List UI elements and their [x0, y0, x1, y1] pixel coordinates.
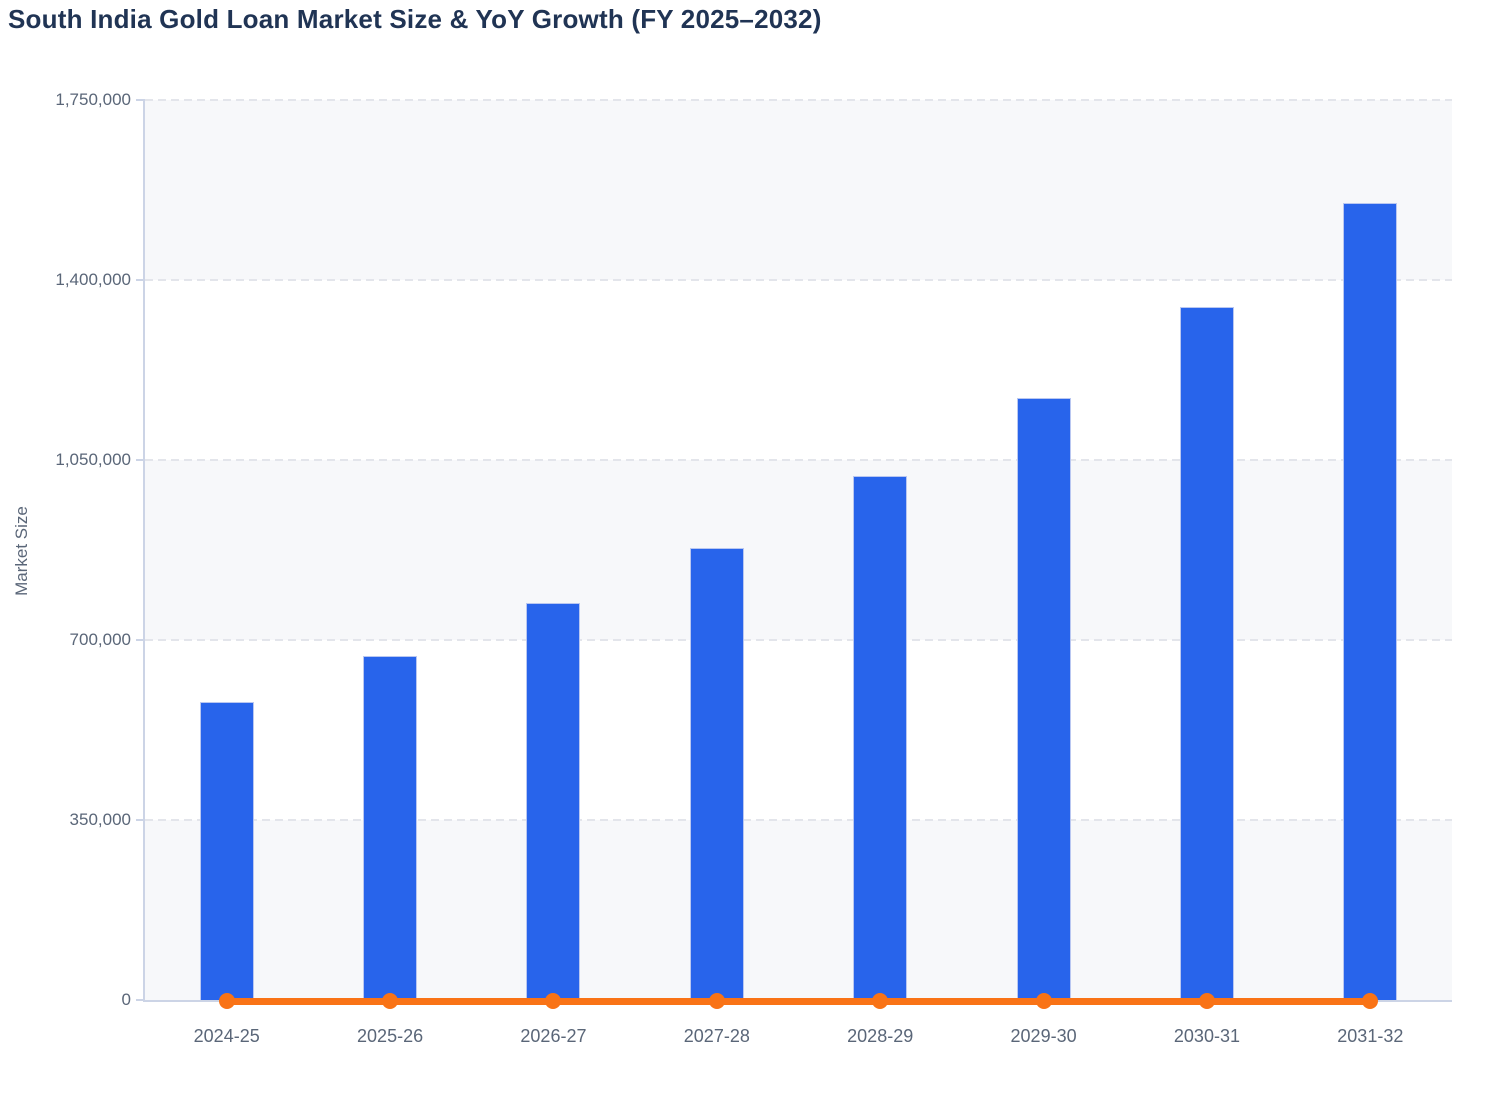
- gridline: [145, 459, 1452, 461]
- y-axis-tick: [136, 459, 145, 461]
- plot-band: [145, 640, 1452, 820]
- plot-band: [145, 820, 1452, 1000]
- y-tick-label: 700,000: [69, 630, 131, 649]
- yoy-growth-marker-2030-31[interactable]: [1198, 993, 1215, 1009]
- y-tick-label: 1,050,000: [55, 450, 131, 469]
- y-tick-label: 0: [121, 990, 131, 1009]
- bar-2026-27[interactable]: [526, 602, 581, 1000]
- yoy-growth-marker-2024-25[interactable]: [218, 993, 235, 1009]
- bar-2028-29[interactable]: [853, 475, 908, 1000]
- bar-2024-25[interactable]: [199, 701, 254, 1000]
- yoy-growth-marker-2027-28[interactable]: [708, 993, 725, 1009]
- plot-band: [145, 280, 1452, 460]
- y-axis-tick: [136, 99, 145, 101]
- y-axis-title: Market Size: [12, 506, 31, 596]
- yoy-growth-marker-2031-32[interactable]: [1362, 993, 1379, 1009]
- y-axis-tick: [136, 279, 145, 281]
- x-axis-label-2028-29: 2028-29: [847, 1026, 914, 1046]
- y-axis-tick: [136, 819, 145, 821]
- y-axis-tick: [136, 639, 145, 641]
- x-axis-label-2030-31: 2030-31: [1173, 1026, 1240, 1046]
- bar-2025-26[interactable]: [363, 656, 418, 1000]
- plot-area: 0 350,000 700,000 1,050,000 1,400,000 1,750,0…: [55, 90, 1452, 1046]
- x-axis-label-2024-25: 2024-25: [193, 1026, 260, 1046]
- gridline: [145, 639, 1452, 641]
- yoy-growth-marker-2029-30[interactable]: [1035, 993, 1052, 1009]
- bar-2029-30[interactable]: [1016, 397, 1071, 1000]
- y-tick-label: 350,000: [69, 810, 131, 829]
- gridline: [145, 279, 1452, 281]
- x-axis-label-2027-28: 2027-28: [683, 1026, 750, 1046]
- bar-2027-28[interactable]: [689, 547, 744, 1000]
- bar-2030-31[interactable]: [1179, 307, 1234, 1000]
- y-tick-label: 1,400,000: [55, 270, 131, 289]
- x-axis-label-2029-30: 2029-30: [1010, 1026, 1077, 1046]
- gridline: [145, 819, 1452, 821]
- y-tick-label: 1,750,000: [55, 90, 131, 109]
- plot-band: [145, 460, 1452, 640]
- x-axis-label-2025-26: 2025-26: [357, 1026, 424, 1046]
- yoy-growth-marker-2028-29[interactable]: [872, 993, 889, 1009]
- yoy-growth-marker-2025-26[interactable]: [382, 993, 399, 1009]
- y-axis-tick: [136, 999, 145, 1001]
- gridline: [145, 99, 1452, 101]
- chart-title: South India Gold Loan Market Size & YoY …: [8, 4, 822, 34]
- bar-2031-32[interactable]: [1343, 203, 1398, 1000]
- x-axis-label-2026-27: 2026-27: [520, 1026, 587, 1046]
- yoy-growth-line[interactable]: [226, 998, 1371, 1005]
- yoy-growth-marker-2026-27[interactable]: [545, 993, 562, 1009]
- plot-band: [145, 100, 1452, 280]
- x-axis-label-2031-32: 2031-32: [1337, 1026, 1404, 1046]
